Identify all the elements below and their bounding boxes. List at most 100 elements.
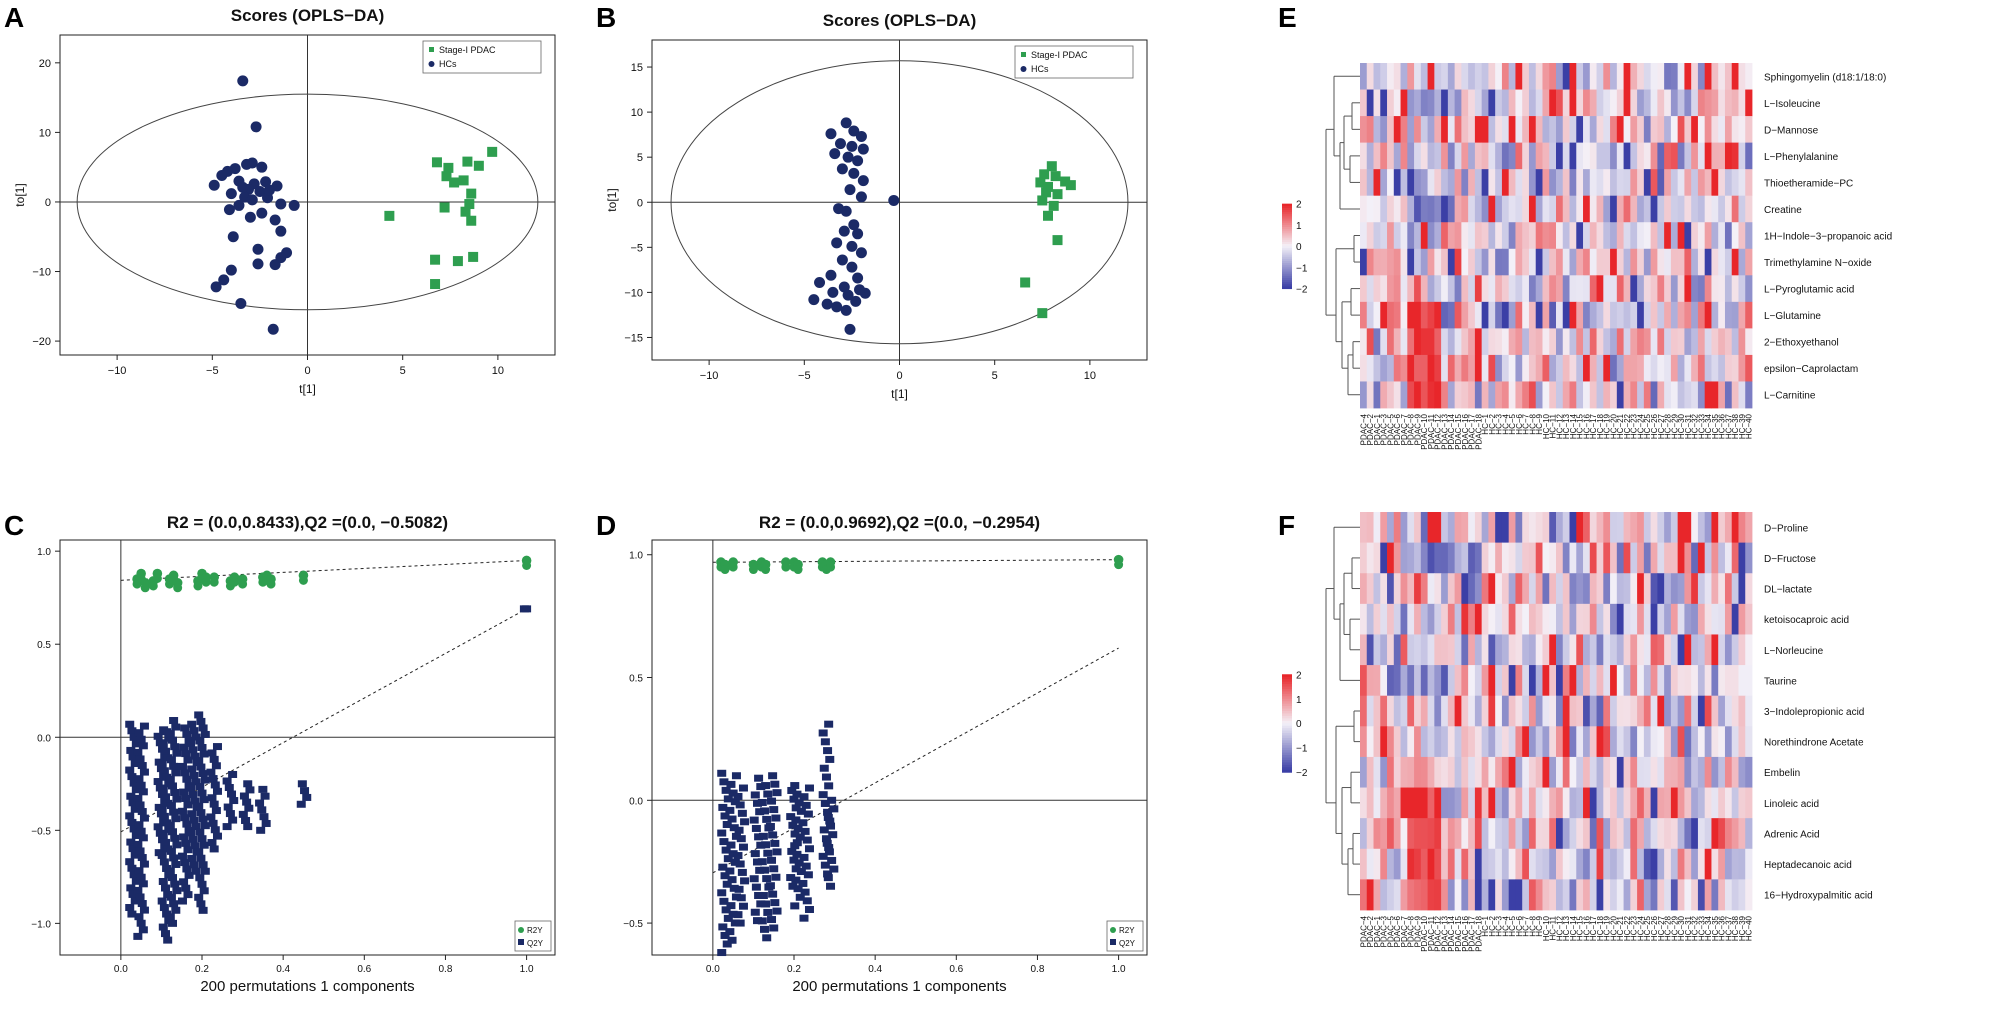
heatmap-cell [1454,818,1462,850]
heatmap-cell [1461,116,1469,144]
heatmap-cell [1387,381,1395,409]
column-label: HC−32 [1691,915,1700,941]
heatmap-cell [1724,542,1733,574]
q2y-point [194,711,204,719]
heatmap-cell [1522,573,1530,605]
heatmap-cell [1400,787,1408,819]
row-label: Linoleic acid [1764,799,1819,810]
heatmap-cell [1718,275,1726,303]
heatmap-cell [1535,787,1543,819]
q2y-point [189,816,199,824]
heatmap-cell [1556,63,1564,90]
heatmap-cell [1542,381,1550,409]
q2y-point [209,845,219,853]
y-tick-label: 10 [631,107,643,119]
heatmap-cell [1643,665,1652,697]
heatmap-cell [1589,512,1597,544]
heatmap-cell [1738,142,1746,170]
heatmap-cell [1670,301,1679,329]
y-tick-label: 0.0 [629,796,643,807]
heatmap-cell [1596,542,1604,574]
r2y-point [173,583,183,593]
heatmap-cell [1441,542,1449,574]
heatmap-cell [1366,381,1374,409]
heatmap-cell [1528,787,1537,819]
heatmap-cell [1650,169,1658,197]
heatmap-cell [1393,142,1401,170]
q2y-point [825,755,835,763]
pdac-point [1060,176,1071,187]
heatmap-cell [1684,634,1692,666]
column-label: PDAC−2 [1366,413,1375,445]
heatmap-cell [1745,354,1753,382]
heatmap-cell [1387,634,1395,666]
heatmap-cell [1400,542,1408,574]
heatmap-cell [1596,726,1604,758]
x-axis-label: 200 permutations 1 components [792,978,1006,995]
heatmap-cell [1724,195,1733,223]
heatmap-cell [1603,63,1611,90]
q2y-point [133,794,143,802]
heatmap-cell [1670,512,1679,544]
q2y-point [166,756,176,764]
q2y-point [212,832,222,840]
heatmap-cell [1616,222,1624,250]
heatmap-cell [1718,848,1726,880]
heatmap-cell [1664,818,1672,850]
heatmap-cell [1454,665,1462,697]
heatmap-cell [1556,195,1564,223]
heatmap-cell [1583,879,1591,911]
heatmap-cell [1515,169,1523,197]
q2y-point [190,842,200,850]
q2y-point [186,739,196,747]
heatmap-cell [1684,381,1692,409]
heatmap-cell [1366,116,1374,144]
heatmap-cell [1522,603,1530,635]
heatmap-cell [1718,818,1726,850]
heatmap-cell [1718,354,1726,382]
heatmap-cell [1596,603,1604,635]
heatmap-cell [1434,381,1442,409]
y-tick-label: 1.0 [629,551,643,562]
q2y-point [255,799,265,807]
heatmap-cell [1637,542,1645,574]
heatmap-cell [1528,169,1537,197]
q2y-point [139,906,149,914]
q2y-point [771,814,781,822]
heatmap-cell [1569,89,1577,117]
q2y-point [183,801,193,809]
q2y-point [261,819,271,827]
heatmap-cell [1677,301,1685,329]
heatmap-cell [1407,354,1415,382]
color-scale-step [1282,733,1292,736]
row-label: Thioetheramide−PC [1764,178,1853,189]
heatmap-cell [1677,665,1685,697]
q2y-point [179,833,189,841]
heatmap-cell [1535,879,1543,911]
heatmap-cell [1400,665,1408,697]
heatmap-cell [1704,381,1712,409]
heatmap-cell [1724,328,1733,356]
q2y-point [125,858,135,866]
heatmap-cell [1481,756,1489,788]
heatmap-cell [1738,89,1746,117]
heatmap-cell [1427,512,1435,544]
heatmap-cell [1711,818,1719,850]
q2y-point [721,846,731,854]
heatmap-cell [1556,818,1564,850]
heatmap-cell [1474,89,1483,117]
heatmap-cell [1495,381,1503,409]
q2y-point [208,775,218,783]
heatmap-cell [1589,301,1597,329]
heatmap-cell [1515,603,1523,635]
heatmap-cell [1549,354,1557,382]
heatmap-cell [1569,222,1577,250]
q2y-point [172,749,182,757]
q2y-point [749,875,759,883]
heatmap-cell [1535,116,1543,144]
q2y-point [769,865,779,873]
heatmap-cell [1488,634,1496,666]
q2y-point [223,803,233,811]
heatmap-cell [1508,89,1516,117]
q2y-point [197,835,207,843]
